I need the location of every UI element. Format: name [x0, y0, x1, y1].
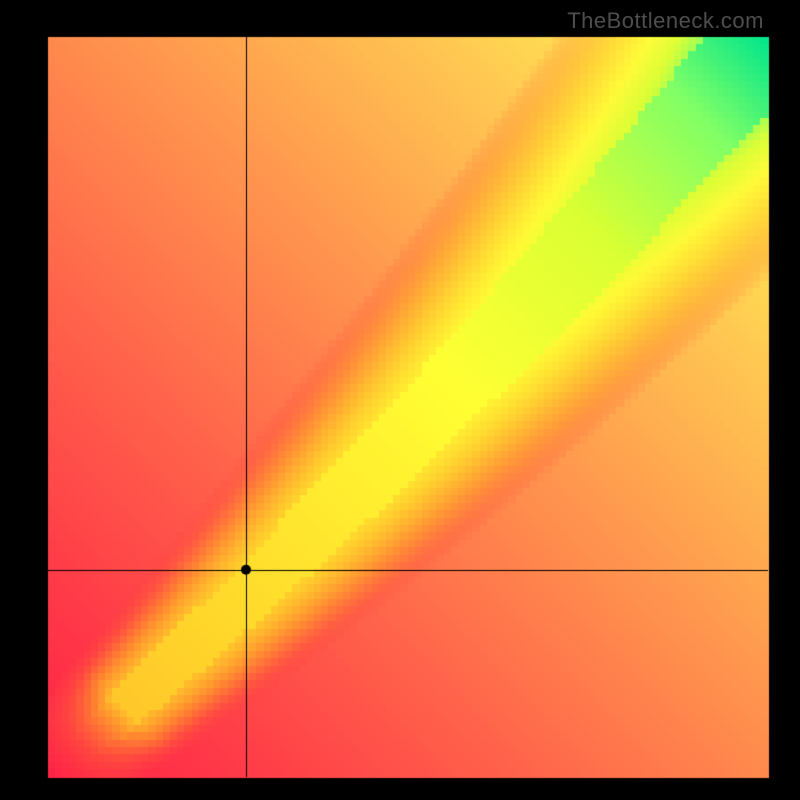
watermark-label: TheBottleneck.com: [567, 8, 764, 34]
chart-container: TheBottleneck.com: [0, 0, 800, 800]
heatmap-canvas: [0, 0, 800, 800]
